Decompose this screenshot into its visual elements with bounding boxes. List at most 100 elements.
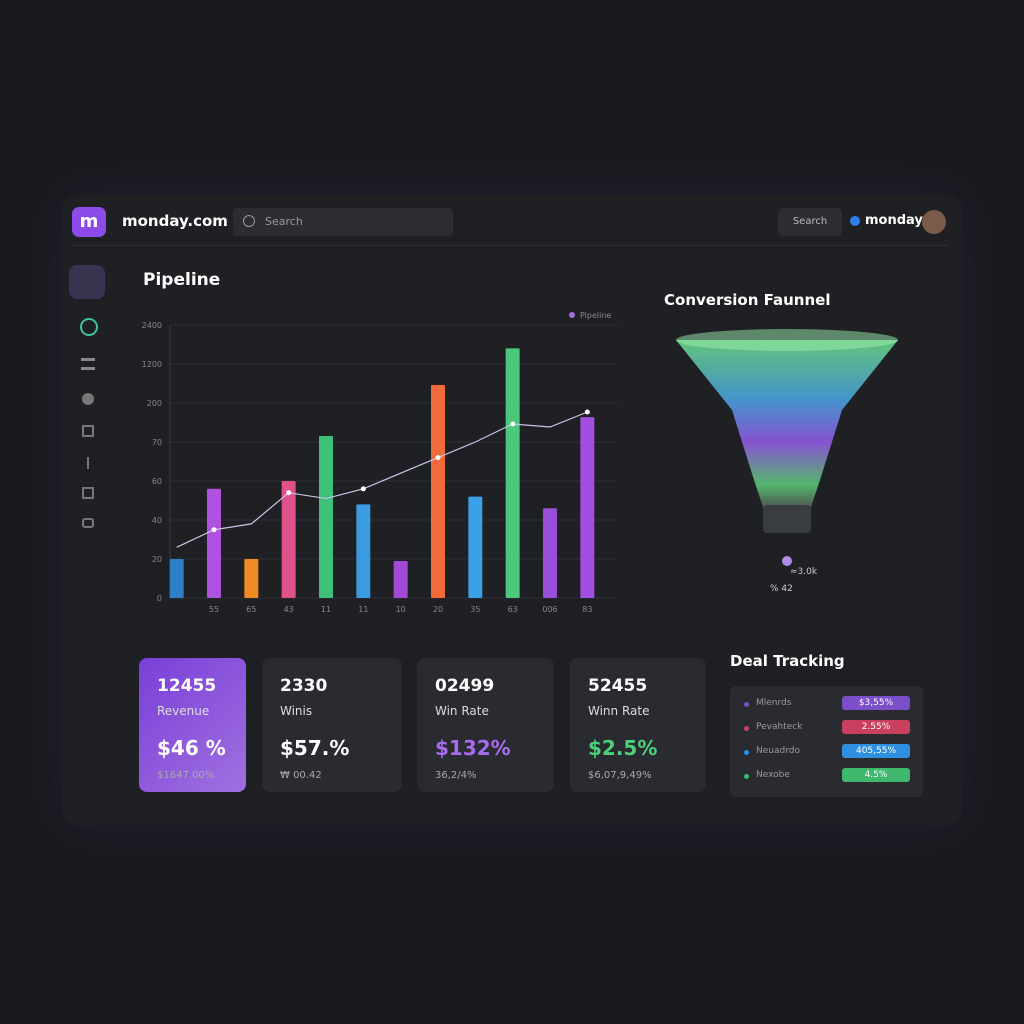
kpi-label: Win Rate [435,704,489,718]
kpi-sub: 36,2/4% [435,770,477,781]
x-tick-label: 83 [582,605,592,614]
kpi-label: Winn Rate [588,704,650,718]
deal-dot [744,702,749,707]
deal-name: Pevahteck [756,722,803,732]
kpi-card: 12455 Revenue $46 % $1647.00% [139,658,246,792]
kpi-big: $132% [435,736,511,760]
line-dot [286,490,292,496]
sidebar-icon[interactable] [82,393,94,405]
funnel-drop [782,556,792,566]
deal-value: 4.5% [842,768,910,782]
bar [505,348,520,598]
x-tick-label: 55 [209,605,219,614]
bar [431,385,445,598]
search-button[interactable]: Search [778,208,842,236]
legend-swatch [569,312,575,318]
sidebar-icon[interactable] [82,487,94,499]
deal-name: Nexobe [756,770,790,780]
bar [356,504,371,598]
kpi-sub: ₩ 00.42 [280,770,322,781]
kpi-big: $46 % [157,736,226,760]
deals-table: Mlenrds $3,55% Pevahteck 2.55% Neuadrdo 405,5… [730,686,923,797]
funnel: Conversion Faunnel ≈3.0k % 42 [664,291,898,594]
bar [319,436,333,598]
deal-value: 405,55% [842,744,910,758]
y-tick-label: 1200 [142,360,162,369]
y-tick-label: 0 [157,594,162,603]
line-dot [510,421,516,427]
deal-value: $3,55% [842,696,910,710]
funnel-label: % 42 [770,584,793,594]
funnel-neck [763,505,811,533]
x-tick-label: 63 [508,605,518,614]
kpi-sub: $1647.00% [157,770,215,781]
funnel-rim [676,329,898,351]
y-tick-label: 200 [147,399,162,408]
bar [468,496,483,598]
y-tick-label: 70 [152,438,162,447]
bar [543,508,557,598]
sidebar-icon[interactable] [87,457,89,469]
y-tick-label: 40 [152,516,162,525]
kpi-big: $57.% [280,736,350,760]
workspace[interactable]: monday [865,213,923,228]
deal-name: Neuadrdo [756,746,800,756]
status-dot [850,216,860,226]
kpi-label: Revenue [157,704,210,718]
line [176,411,588,548]
sidebar-icon[interactable] [81,358,95,370]
kpi-sub: $6,07,9,49% [588,770,652,781]
search-placeholder: Search [265,215,303,228]
bar [393,560,408,598]
x-tick-label: 006 [542,605,557,614]
funnel-label: ≈3.0k [790,567,818,577]
funnel-title: Conversion Faunnel [664,291,830,309]
x-tick-label: 35 [470,605,480,614]
funnel-body [676,340,898,510]
deal-name: Mlenrds [756,698,792,708]
deal-dot [744,726,749,731]
deal-dot [744,774,749,779]
logo[interactable]: m [72,207,106,237]
kpi-label: Winis [280,704,313,718]
x-tick-label: 43 [284,605,294,614]
search-box[interactable]: Search [233,208,453,236]
divider [72,245,948,246]
x-tick-label: 11 [321,605,331,614]
bar [281,481,296,598]
x-tick-label: 11 [358,605,368,614]
chart-title: Pipeline [143,270,220,290]
line-dot [211,527,217,533]
kpi-value: 2330 [280,676,328,696]
x-tick-label: 10 [396,605,406,614]
kpi-value: 12455 [157,676,217,696]
kpi-card: 2330 Winis $57.% ₩ 00.42 [262,658,402,792]
y-tick-label: 60 [152,477,162,486]
x-tick-label: 65 [246,605,256,614]
deals-title: Deal Tracking [730,652,845,670]
kpi-value: 52455 [588,676,648,696]
x-tick-label: 20 [433,605,443,614]
line-dot [360,486,366,492]
search-icon [243,215,255,227]
y-tick-label: 20 [152,555,162,564]
bar [580,417,595,598]
line-dot [584,409,590,415]
bar [244,559,259,598]
kpi-value: 02499 [435,676,495,696]
sidebar-active[interactable] [69,265,105,299]
line-dot [435,455,441,461]
legend-label: Pipeline [580,311,611,320]
bar [169,559,184,598]
deal-dot [744,750,749,755]
y-tick-label: 2400 [142,321,162,330]
avatar[interactable] [922,210,946,234]
brand: monday.com [122,212,228,230]
sidebar-icon[interactable] [82,518,94,528]
kpi-card: 02499 Win Rate $132% 36,2/4% [417,658,554,792]
kpi-big: $2.5% [588,736,658,760]
sidebar-icon[interactable] [80,318,98,336]
sidebar-icon[interactable] [82,425,94,437]
